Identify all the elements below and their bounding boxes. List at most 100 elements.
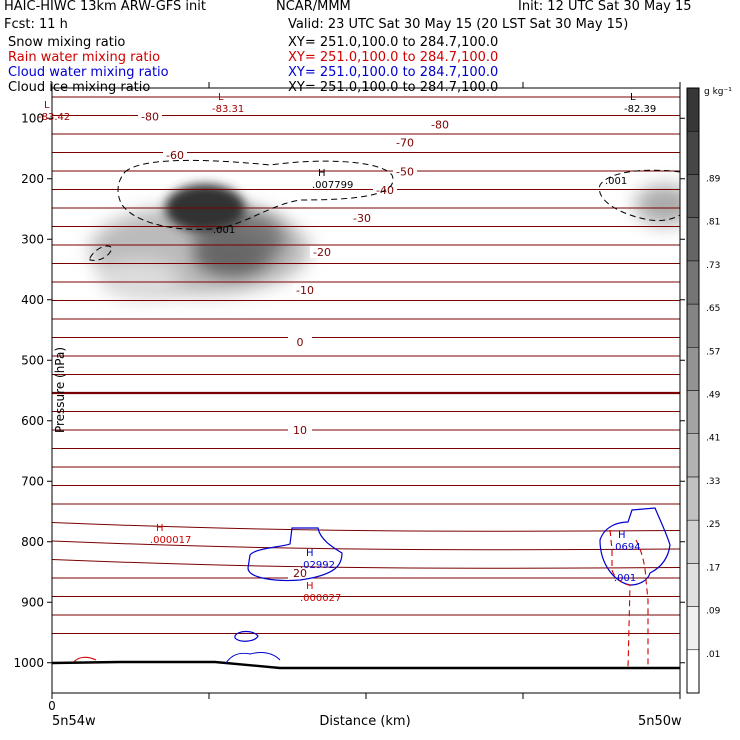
isotherm-label-bg — [288, 567, 312, 580]
y-tick-label: 300 — [21, 232, 44, 246]
extrema-type: L — [218, 92, 224, 103]
extrema-value: -83.42 — [38, 112, 70, 123]
isotherm-label-bg — [293, 284, 317, 297]
distance-axis — [51, 82, 681, 699]
colorbar-label: .17 — [706, 563, 720, 573]
field-name-2: Cloud water mixing ratio — [8, 65, 169, 80]
isotherm-label-bg — [393, 165, 417, 178]
isotherm-label: 20 — [293, 567, 307, 580]
cloud-ice-contours — [89, 159, 681, 261]
x-right-location: 5n50w — [638, 714, 682, 729]
theta-line — [52, 559, 680, 569]
colorbar-box — [686, 260, 700, 305]
terrain-surface-line — [51, 660, 680, 670]
x-axis-label: Distance (km) — [319, 714, 410, 729]
field-name-0: Snow mixing ratio — [8, 35, 126, 50]
colorbar-label: .89 — [706, 174, 721, 184]
isotherm-label: -50 — [396, 165, 414, 178]
extrema-value: .007799 — [312, 180, 353, 191]
isotherm-label: 10 — [293, 424, 307, 437]
y-tick-label: 700 — [21, 474, 44, 488]
isotherm-label: -20 — [313, 246, 331, 259]
colorbar-box — [686, 130, 700, 175]
y-tick-label: 1000 — [13, 656, 44, 670]
theta-line — [52, 540, 680, 551]
field-xy-0: XY= 251.0,100.0 to 284.7,100.0 — [288, 35, 499, 50]
extrema-type: L — [630, 92, 636, 103]
isotherm-label: -30 — [353, 212, 371, 225]
contour-value-label: .001 — [614, 573, 636, 584]
plot-frame — [51, 87, 681, 694]
x-left-location: 5n54w — [52, 714, 96, 729]
model-title: HAIC-HIWC 13km ARW-GFS init — [4, 0, 206, 14]
colorbar-box — [686, 519, 700, 564]
contour-value-labels: .001 .001 .001 — [213, 176, 636, 584]
colorbar-label: .65 — [706, 304, 720, 314]
isotherm-label: -80 — [141, 110, 159, 123]
init-time: Init: 12 UTC Sat 30 May 15 — [518, 0, 692, 14]
colorbar-label: .41 — [706, 434, 720, 444]
isotherm-label-bg — [288, 336, 312, 349]
snow-shading — [90, 184, 680, 300]
y-axis-label: Pressure (hPa) — [53, 347, 67, 433]
rain-water-contours — [72, 529, 649, 669]
colorbar-label: .73 — [706, 261, 720, 271]
y-tick-label: 400 — [21, 293, 44, 307]
extrema-value: .02992 — [300, 560, 335, 571]
y-tick-label: 100 — [21, 111, 44, 125]
extrema-type: H — [306, 581, 314, 592]
isotherm-label-bg — [393, 136, 417, 149]
colorbar-box — [686, 347, 700, 391]
forecast-hour: Fcst: 11 h — [4, 17, 68, 32]
extrema-type: H — [318, 168, 326, 179]
y-tick-label: 900 — [21, 595, 44, 609]
field-xy-2: XY= 251.0,100.0 to 284.7,100.0 — [288, 65, 499, 80]
y-tick-label: 500 — [21, 353, 44, 367]
contour-value-label: .001 — [605, 176, 627, 187]
extrema-value: -82.39 — [624, 104, 656, 115]
colorbar-box — [686, 174, 700, 218]
colorbar-box — [686, 563, 700, 607]
isotherm-label-bg — [163, 149, 187, 162]
colorbar: g kg⁻¹ .01 .09 .17 .25 .33 .41 .49 .57 .65 .73 .81… — [686, 87, 732, 694]
y-tick-label: 800 — [21, 535, 44, 549]
isotherm-label-bg — [310, 245, 334, 258]
colorbar-label: .57 — [706, 347, 720, 357]
x-origin-label: 0 — [48, 699, 56, 713]
isotherm-label: -70 — [396, 136, 414, 149]
colorbar-label: .49 — [706, 391, 721, 401]
colorbar-label: .81 — [706, 218, 720, 228]
colorbar-box — [686, 87, 700, 132]
colorbar-box — [686, 649, 700, 694]
colorbar-box — [686, 217, 700, 262]
colorbar-box — [686, 433, 700, 478]
colorbar-unit: g kg⁻¹ — [704, 87, 732, 97]
y-tick-label: 200 — [21, 172, 44, 186]
colorbar-label: .01 — [706, 650, 720, 660]
isotherm-label: -80 — [431, 118, 449, 131]
isotherm-label: 0 — [297, 336, 304, 349]
extrema-type: H — [306, 548, 314, 559]
extrema-value: .0694 — [612, 542, 641, 553]
colorbar-label: .33 — [706, 477, 720, 487]
extrema-value: .000027 — [300, 593, 341, 604]
organization-title: NCAR/MMM — [276, 0, 351, 14]
isotherm-label: -10 — [296, 284, 314, 297]
y-tick-label: 600 — [21, 414, 44, 428]
extrema-type: H — [618, 530, 626, 541]
extrema-value: .000017 — [150, 535, 191, 546]
colorbar-label: .09 — [706, 607, 721, 617]
isotherm-label: -60 — [166, 149, 184, 162]
valid-time: Valid: 23 UTC Sat 30 May 15 (20 LST Sat … — [288, 17, 629, 32]
extrema-labels: L-83.42L-83.31L-82.39H.007799H.000017H.0… — [38, 92, 656, 604]
colorbar-box — [686, 303, 700, 348]
theta-line — [52, 522, 680, 532]
extrema-type: H — [156, 523, 164, 534]
extrema-type: L — [44, 100, 50, 111]
field-xy-1: XY= 251.0,100.0 to 284.7,100.0 — [288, 50, 499, 65]
isotherm-label-bg — [138, 110, 162, 123]
field-name-1: Rain water mixing ratio — [8, 50, 161, 65]
